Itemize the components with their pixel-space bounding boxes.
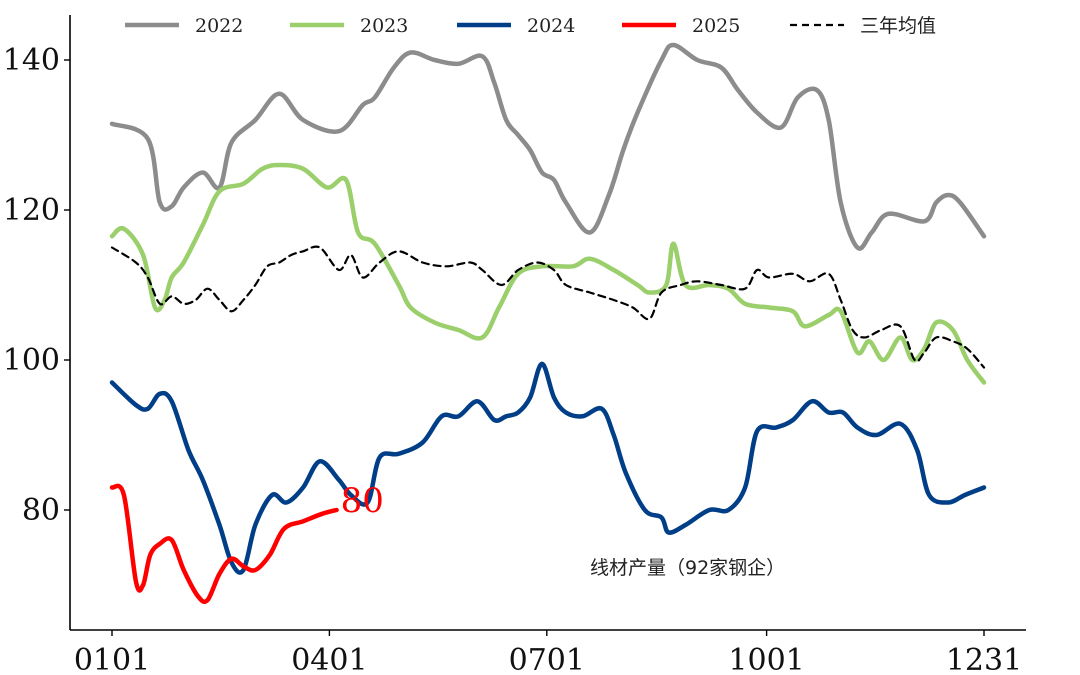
legend-label-1: 2023 (360, 15, 408, 37)
series-line-0 (109, 42, 987, 251)
y-tick-label: 140 (3, 43, 60, 78)
y-tick-label: 80 (22, 493, 60, 528)
x-tick-label: 0401 (291, 643, 367, 675)
series-2025-end-label: 80 (341, 481, 384, 521)
y-axis-ticks: 80 100 120 140 (3, 43, 70, 528)
y-tick-label: 100 (3, 343, 60, 378)
series-line-1 (109, 162, 987, 385)
x-axis-ticks: 0101 0401 0701 1001 1231 (74, 630, 1022, 675)
legend-label-0: 2022 (195, 15, 243, 37)
legend-label-4: 三年均值 (860, 15, 936, 37)
x-tick-label: 1231 (946, 643, 1022, 675)
x-tick-label: 0701 (509, 643, 585, 675)
series-line-3 (109, 483, 339, 605)
series-line-4 (110, 245, 986, 369)
legend-label-3: 2025 (692, 15, 740, 37)
y-tick-label: 120 (3, 193, 60, 228)
series-lines (109, 42, 987, 605)
legend-label-2: 2024 (527, 15, 575, 37)
legend: 2022 2023 2024 2025 三年均值 (125, 15, 936, 37)
x-tick-label: 1001 (728, 643, 804, 675)
x-tick-label: 0101 (74, 643, 150, 675)
chart-annotation: 线材产量（92家钢企） (590, 557, 785, 579)
series-line-2 (109, 361, 987, 575)
